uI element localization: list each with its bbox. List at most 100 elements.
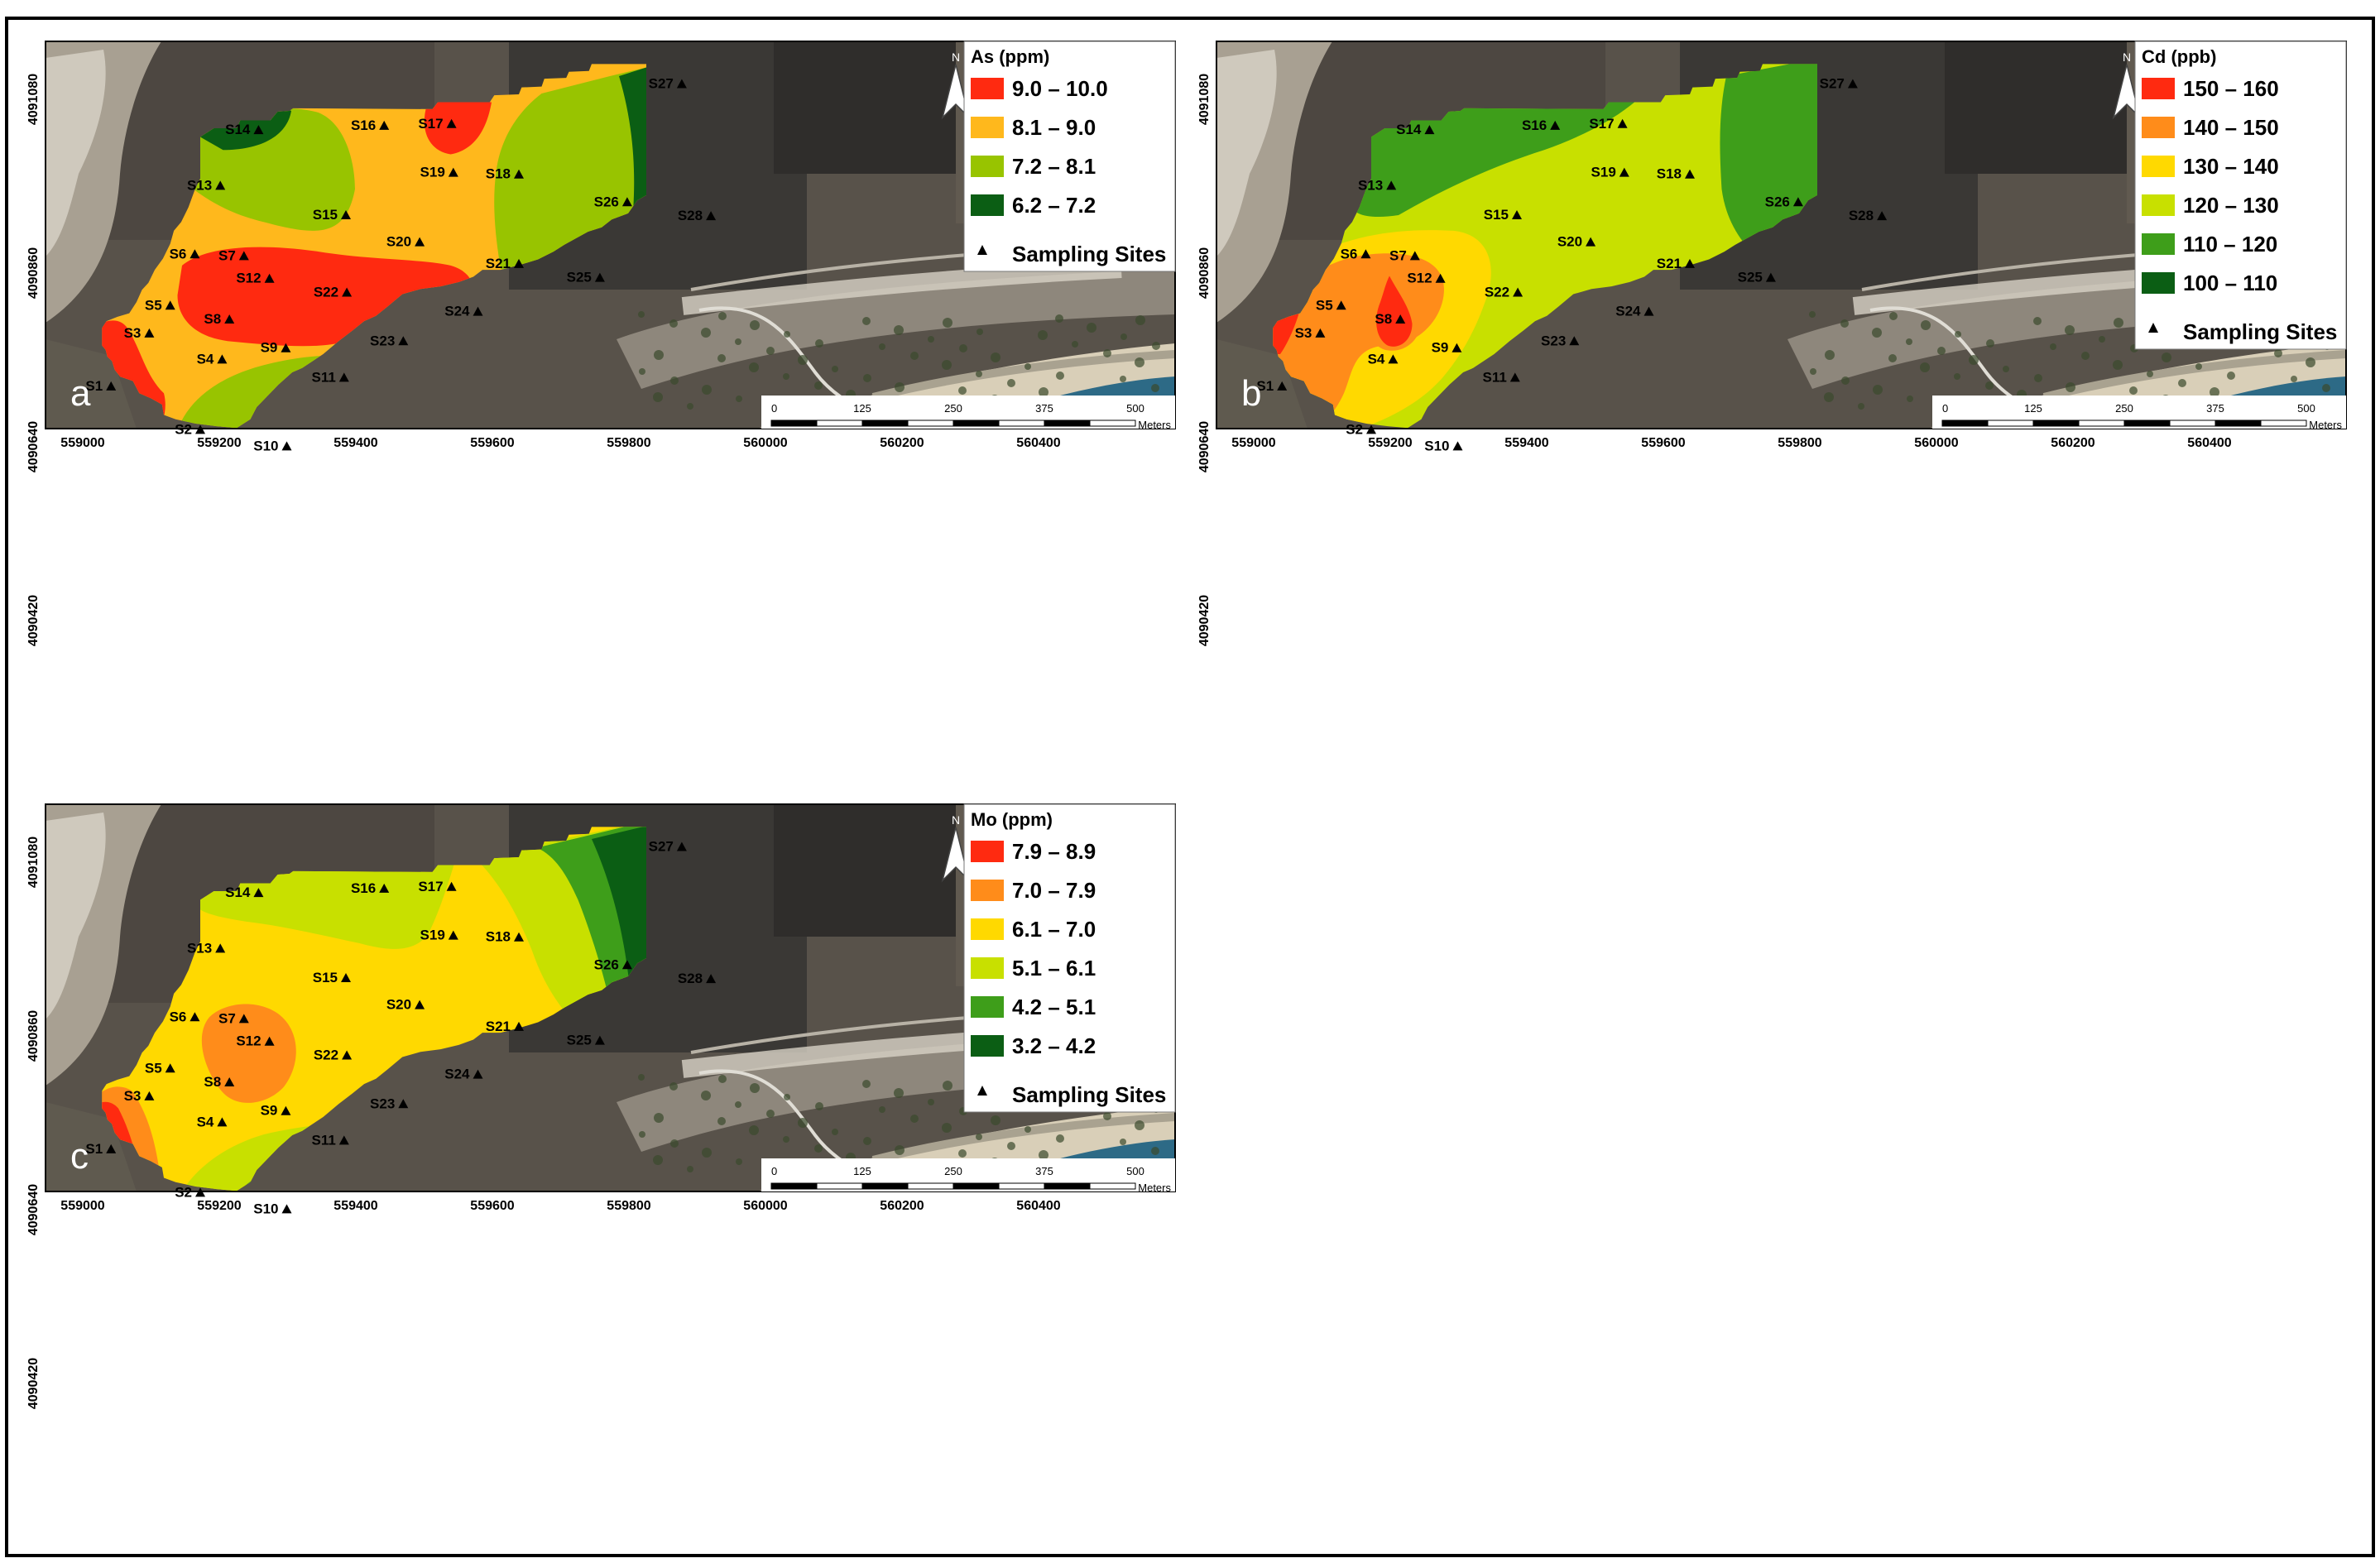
site-label: S16 (351, 117, 376, 133)
x-axis-ticks: 559000 559200 559400 559600 559800 560000 5602… (60, 1199, 1060, 1213)
legend: As (ppm) 9.0 – 10.0 8.1 – 9.0 7.2 – 8.1 6.2 … (963, 41, 1176, 272)
site-label: S2 (1346, 421, 1363, 437)
site-label: S1 (85, 1141, 103, 1157)
legend-swatch (971, 880, 1004, 901)
site-marker-icon (215, 180, 226, 190)
legend-swatch (971, 996, 1004, 1018)
site-label: S26 (1765, 194, 1790, 209)
site-label: S16 (351, 880, 376, 896)
site-label: S24 (444, 304, 470, 319)
legend-swatch (2142, 156, 2175, 177)
site-label: S8 (204, 311, 221, 327)
legend-item-label: 130 – 140 (2183, 154, 2279, 179)
x-tick-label: 560200 (2051, 436, 2094, 450)
legend-swatch (2142, 233, 2175, 255)
legend-title: As (ppm) (971, 46, 1049, 67)
y-tick-label: 4090860 (1197, 247, 1212, 299)
y-tick-label: 4090420 (26, 595, 41, 646)
x-tick-label: 560000 (743, 436, 787, 450)
site-marker-icon (1336, 300, 1346, 310)
site-marker-icon (1366, 424, 1376, 434)
site-label: S4 (197, 351, 214, 367)
x-tick-label: 559000 (60, 436, 104, 450)
site-label: S9 (261, 340, 278, 356)
x-tick-label: 560000 (1914, 436, 1958, 450)
north-label: N (952, 50, 960, 64)
x-tick-label: 559600 (1641, 436, 1685, 450)
scale-tick-label: 125 (853, 1165, 871, 1177)
site-marker-icon (264, 273, 275, 283)
site-label: S6 (170, 1009, 187, 1024)
legend-swatch (971, 957, 1004, 979)
site-marker-icon (514, 1021, 524, 1031)
site-marker-icon (1409, 251, 1420, 261)
site-marker-icon (341, 973, 351, 983)
site-label: S19 (1591, 165, 1616, 180)
site-marker-icon (1569, 336, 1580, 346)
site-marker-icon (253, 125, 264, 135)
site-marker-icon (1360, 249, 1371, 259)
site-label: S27 (649, 839, 674, 855)
site-label: S23 (1541, 333, 1566, 348)
site-label: S28 (1849, 208, 1874, 223)
site-marker-icon (1765, 272, 1776, 282)
legend-item-label: 8.1 – 9.0 (1012, 115, 1096, 140)
site-label: S9 (1432, 340, 1449, 356)
x-tick-label: 559200 (197, 1199, 241, 1213)
site-label: S19 (420, 165, 445, 180)
site-label: S23 (370, 1096, 395, 1111)
site-marker-icon (106, 1143, 117, 1153)
panel-letter: a (70, 373, 91, 414)
sampling-sites: S1 S2 S3 S4 S5 S6 S7 S8 S9 S10 S11 S12 S13 S14 S15 S16 S… (85, 839, 717, 1216)
site-label: S18 (486, 166, 511, 182)
site-label: S7 (218, 1010, 236, 1026)
sampling-site-icon (2148, 323, 2158, 333)
site-label: S5 (145, 1060, 162, 1076)
legend-item-label: 7.9 – 8.9 (1012, 839, 1096, 864)
x-tick-label: 560400 (1016, 436, 1060, 450)
site-marker-icon (1452, 441, 1463, 451)
site-marker-icon (621, 960, 632, 970)
y-axis-ticks: 4091080 4090860 4090640 4090420 (26, 74, 41, 646)
site-marker-icon (1435, 273, 1446, 283)
site-label: S18 (486, 929, 511, 945)
site-label: S11 (1482, 369, 1506, 385)
site-label: S20 (386, 234, 411, 250)
site-marker-icon (446, 881, 457, 891)
site-label: S19 (420, 928, 445, 943)
x-tick-label: 559200 (197, 436, 241, 450)
site-label: S17 (418, 116, 443, 132)
site-marker-icon (341, 210, 351, 220)
site-marker-icon (448, 930, 458, 940)
x-tick-label: 560200 (880, 436, 924, 450)
site-label: S2 (175, 1184, 192, 1200)
legend-swatch (971, 117, 1004, 138)
legend-swatch (2142, 117, 2175, 138)
y-tick-label: 4090860 (26, 247, 41, 299)
legend-sites-label: Sampling Sites (1012, 1082, 1166, 1107)
legend-swatch (971, 918, 1004, 940)
site-marker-icon (1386, 180, 1397, 190)
site-marker-icon (1685, 169, 1695, 179)
x-tick-label: 560000 (743, 1199, 787, 1213)
site-marker-icon (1847, 79, 1858, 89)
site-label: S27 (1820, 76, 1845, 92)
site-marker-icon (676, 841, 687, 851)
site-marker-icon (217, 1117, 228, 1127)
site-label: S20 (386, 997, 411, 1013)
x-axis-ticks: 559000 559200 559400 559600 559800 560000 5602… (60, 436, 1060, 450)
site-marker-icon (264, 1036, 275, 1046)
legend-item-label: 110 – 120 (2183, 232, 2277, 257)
site-marker-icon (1619, 167, 1629, 177)
site-label: S16 (1522, 117, 1547, 133)
legend-swatch (971, 78, 1004, 99)
scale-tick-label: 0 (771, 1165, 777, 1177)
site-marker-icon (253, 888, 264, 898)
site-marker-icon (446, 118, 457, 128)
y-tick-label: 4090640 (1197, 421, 1212, 472)
site-marker-icon (238, 1014, 249, 1024)
site-marker-icon (165, 1063, 175, 1073)
site-marker-icon (1388, 354, 1399, 364)
site-label: S7 (218, 247, 236, 263)
